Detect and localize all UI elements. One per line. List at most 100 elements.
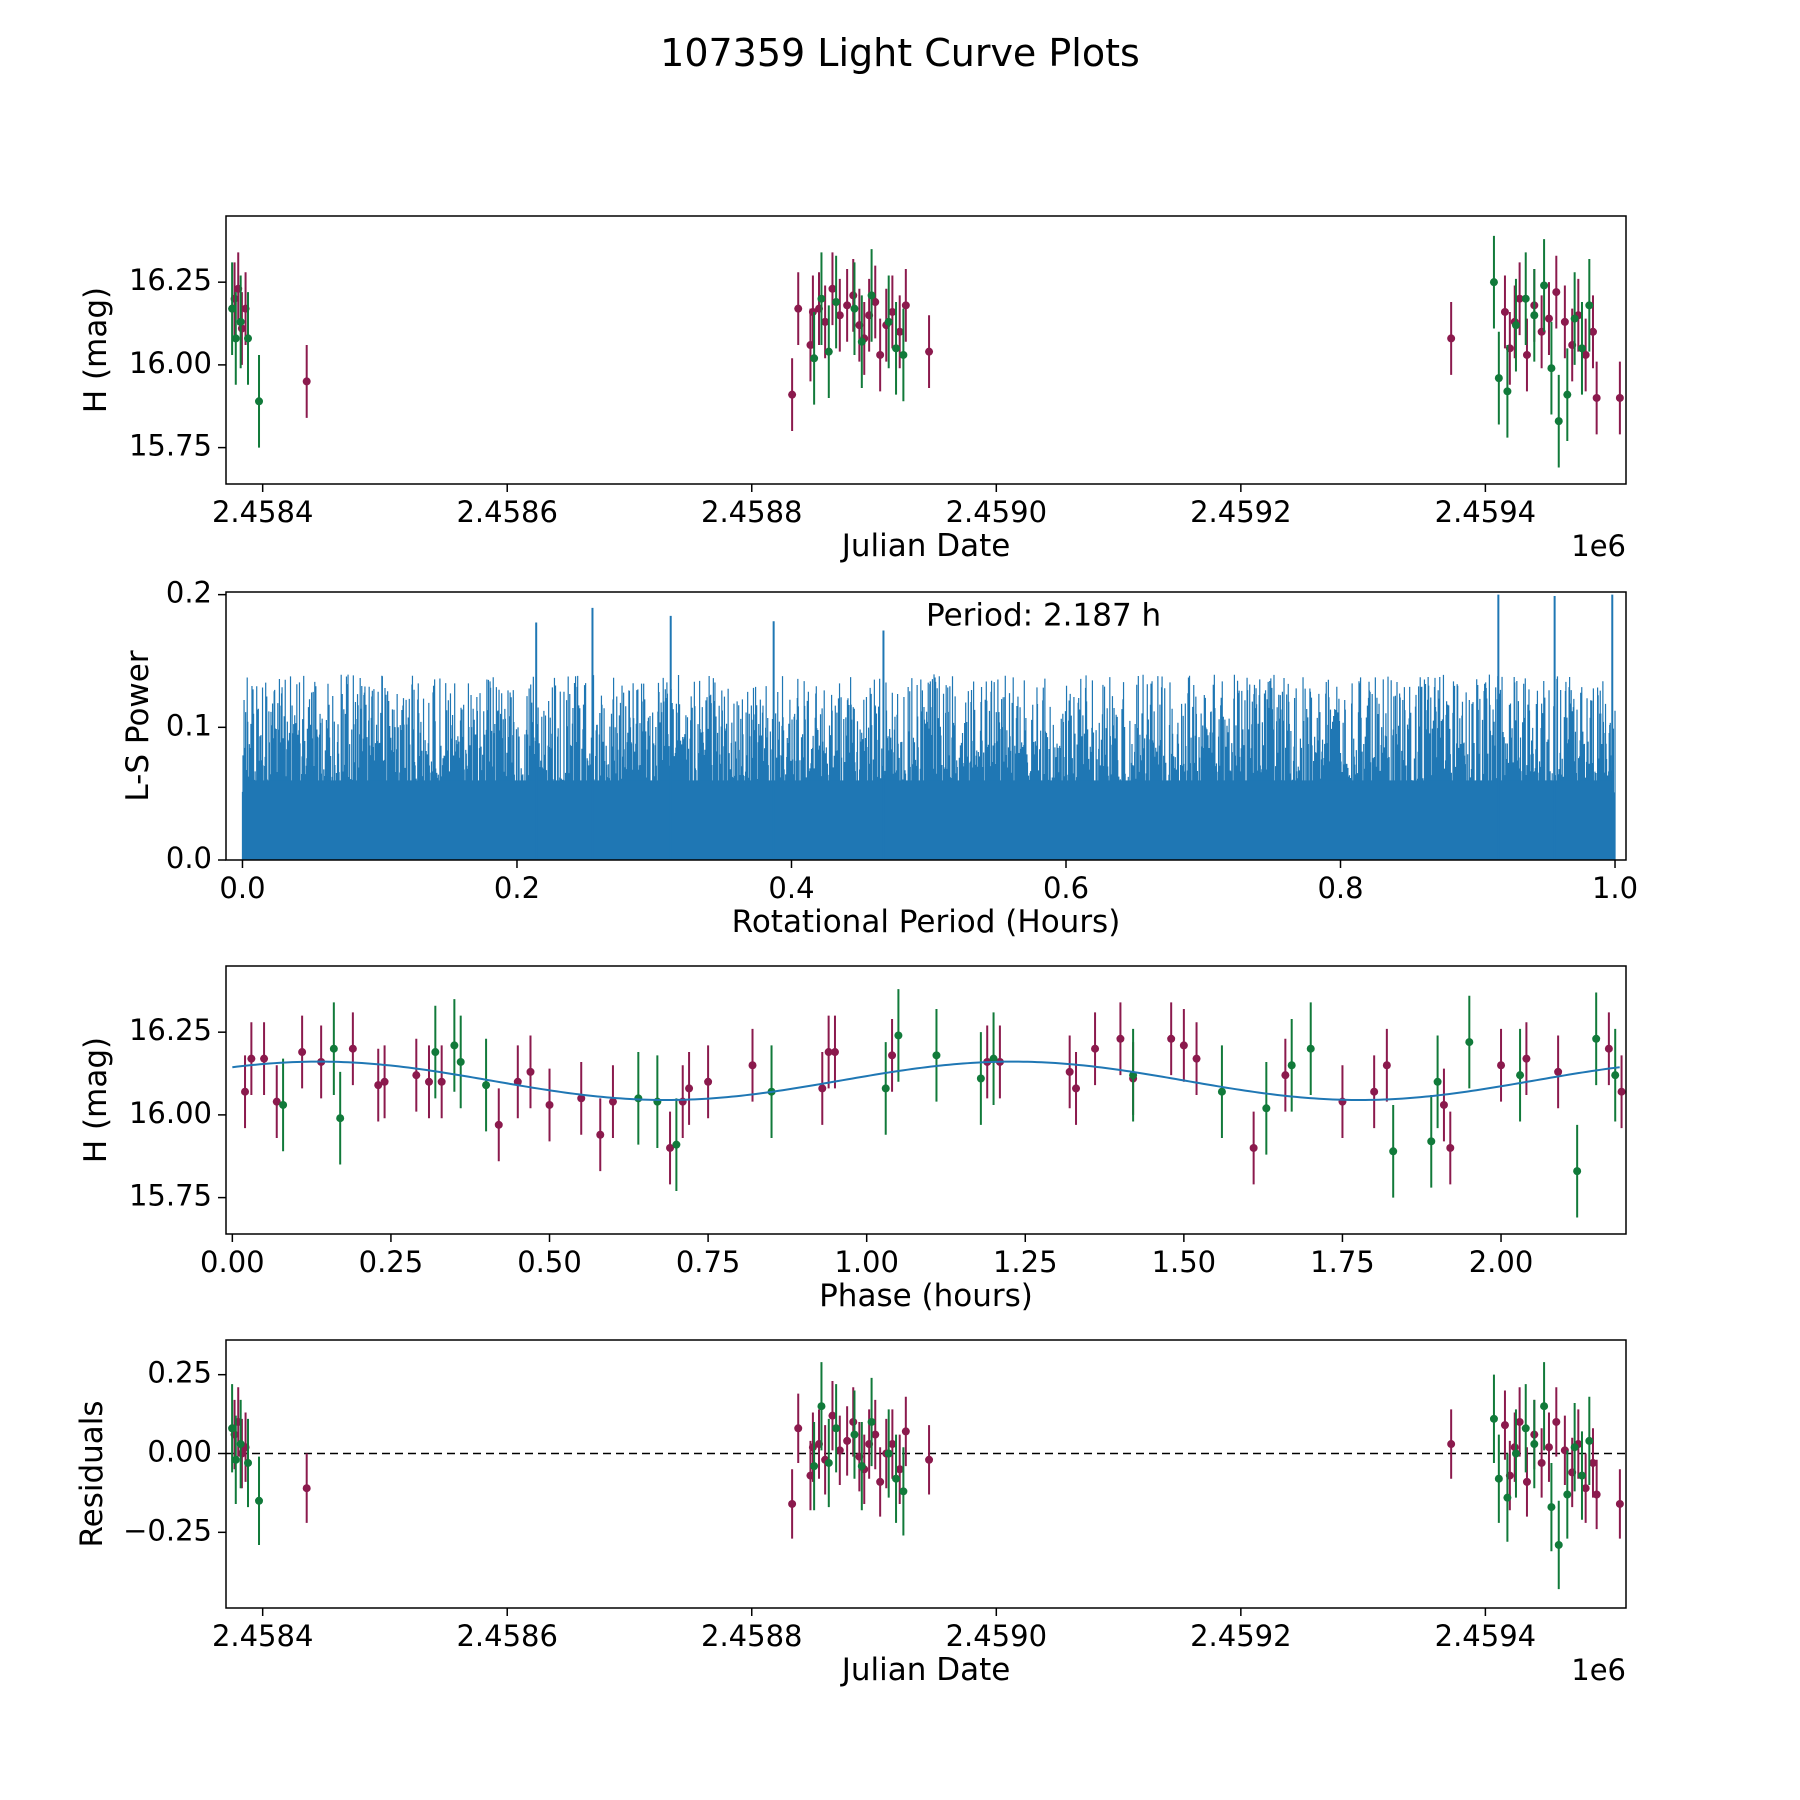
residuals-magenta-point [1515, 1417, 1524, 1426]
phased-green-point [894, 1031, 903, 1040]
lightcurve-green-point [899, 350, 908, 359]
lightcurve-xtick-label: 2.4590 [946, 495, 1047, 529]
lightcurve-ytick-label: 16.25 [129, 263, 212, 297]
phased-green-point [1306, 1044, 1315, 1053]
periodogram-y-ticks: 0.0 0.1 0.2 [166, 576, 226, 875]
lightcurve-magenta-point [871, 298, 880, 307]
phased-magenta-point [685, 1084, 694, 1093]
phased-magenta-point [818, 1084, 827, 1093]
phased-xtick-label: 0.00 [200, 1245, 265, 1279]
residuals-magenta-point [876, 1477, 885, 1486]
phased-magenta-point [1522, 1054, 1531, 1063]
residuals-magenta-point [871, 1430, 880, 1439]
lightcurve-magenta-point [888, 307, 897, 316]
lightcurve-green-point [857, 337, 866, 346]
lightcurve-magenta-point [876, 350, 885, 359]
phased-magenta-point [1439, 1100, 1448, 1109]
phased-magenta-point [494, 1120, 503, 1129]
phased-magenta-point [1249, 1143, 1258, 1152]
phased-magenta-point [247, 1054, 256, 1063]
lightcurve-green-point [1554, 417, 1563, 426]
residuals-green-point [1503, 1493, 1512, 1502]
residuals-green-point [1494, 1474, 1503, 1483]
periodogram-x-ticks: 0.0 0.2 0.4 0.6 0.8 1.0 [219, 860, 1638, 905]
residuals-green-point [857, 1462, 866, 1471]
panel-phased: 0.00 0.25 0.50 0.75 1.00 1.25 1.50 1.75 2.00 15.… [78, 965, 1627, 1314]
lightcurve-green-series [228, 235, 1594, 468]
lightcurve-green-point [1511, 321, 1520, 330]
residuals-magenta-point [849, 1417, 858, 1426]
periodogram-ylabel: L-S Power [120, 650, 156, 801]
phased-magenta-point [1604, 1044, 1613, 1053]
residuals-magenta-point [788, 1499, 797, 1508]
phased-magenta-point [437, 1077, 446, 1086]
residuals-magenta-point [794, 1424, 803, 1433]
lightcurve-green-point [1540, 281, 1549, 290]
residuals-green-point [899, 1487, 908, 1496]
phased-magenta-point [1554, 1067, 1563, 1076]
phased-magenta-point [380, 1077, 389, 1086]
lightcurve-magenta-point [821, 317, 830, 326]
lightcurve-magenta-point [1581, 350, 1590, 359]
lightcurve-magenta-point [1560, 317, 1569, 326]
periodogram-period-annotation: Period: 2.187 h [926, 598, 1161, 634]
phased-magenta-point [1617, 1087, 1626, 1096]
residuals-magenta-point [1615, 1499, 1624, 1508]
residuals-magenta-point [925, 1455, 934, 1464]
residuals-magenta-point [1588, 1458, 1597, 1467]
phased-magenta-point [412, 1071, 421, 1080]
lightcurve-green-point [255, 397, 264, 406]
phased-xtick-label: 2.00 [1469, 1245, 1534, 1279]
periodogram-xlabel: Rotational Period (Hours) [732, 904, 1121, 940]
phased-magenta-point [577, 1094, 586, 1103]
phased-magenta-point [1382, 1061, 1391, 1070]
phased-green-point [1287, 1061, 1296, 1070]
residuals-ytick-label: 0.25 [147, 1356, 212, 1390]
residuals-magenta-point [1522, 1477, 1531, 1486]
phased-magenta-point [1116, 1034, 1125, 1043]
lightcurve-magenta-point [1522, 350, 1531, 359]
phased-green-point [336, 1114, 345, 1123]
residuals-green-point [255, 1496, 264, 1505]
phased-magenta-point [526, 1067, 535, 1076]
lightcurve-green-point [1570, 314, 1579, 323]
residuals-green-point [824, 1458, 833, 1467]
lightcurve-green-point [892, 344, 901, 353]
residuals-magenta-point [1447, 1440, 1456, 1449]
lightcurve-x-ticks: 2.4584 2.4586 2.4588 2.4590 2.4592 2.4594 [212, 484, 1536, 529]
lightcurve-xtick-label: 2.4594 [1435, 495, 1536, 529]
residuals-xtick-label: 2.4588 [701, 1619, 802, 1653]
phased-magenta-point [1446, 1143, 1455, 1152]
residuals-green-point [1530, 1440, 1539, 1449]
residuals-green-point [810, 1462, 819, 1471]
residuals-green-point [1511, 1449, 1520, 1458]
lightcurve-green-point [231, 334, 240, 343]
residuals-green-point [1547, 1503, 1556, 1512]
lightcurve-green-point [244, 334, 253, 343]
residuals-green-point [1570, 1443, 1579, 1452]
phased-magenta-point [748, 1061, 757, 1070]
lightcurve-magenta-point [1447, 334, 1456, 343]
phased-green-point [976, 1074, 985, 1083]
phased-green-point [1516, 1071, 1525, 1080]
residuals-green-point [1521, 1424, 1530, 1433]
phased-green-point [932, 1051, 941, 1060]
phased-xtick-label: 1.75 [1310, 1245, 1375, 1279]
residuals-green-point [884, 1449, 893, 1458]
phased-magenta-point [424, 1077, 433, 1086]
lightcurve-ylabel: H (mag) [78, 287, 114, 413]
lightcurve-magenta-point [895, 327, 904, 336]
residuals-green-point [236, 1440, 245, 1449]
phased-model-curve [232, 1060, 1620, 1102]
residuals-green-point [244, 1458, 253, 1467]
lightcurve-green-point [1585, 301, 1594, 310]
phased-xtick-label: 0.25 [359, 1245, 424, 1279]
phased-green-point [431, 1048, 440, 1057]
periodogram-xtick-label: 0.2 [494, 871, 540, 905]
residuals-plot-frame [225, 1339, 1627, 1609]
phased-green-point [1592, 1034, 1601, 1043]
lightcurve-magenta-point [1500, 307, 1509, 316]
residuals-ytick-label: −0.25 [123, 1513, 212, 1547]
residuals-green-point [228, 1424, 237, 1433]
